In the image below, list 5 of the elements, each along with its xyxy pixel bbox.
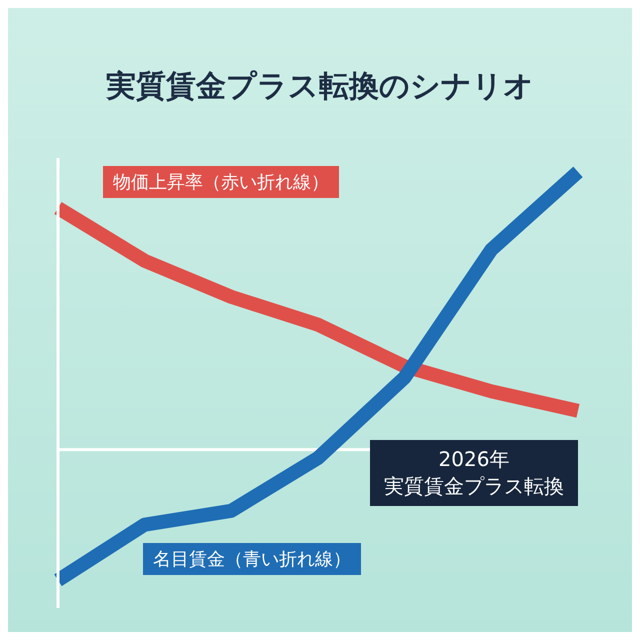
text: 物価上昇率（赤い折れ線） (103, 166, 339, 198)
annotation: 2026年 (438, 446, 510, 473)
annotation: 実質賃金プラス転換 (384, 473, 564, 500)
series-label: 名目賃金（青い折れ線） (143, 543, 361, 575)
chart-title: 実質賃金プラス転換のシナリオ (105, 68, 535, 106)
